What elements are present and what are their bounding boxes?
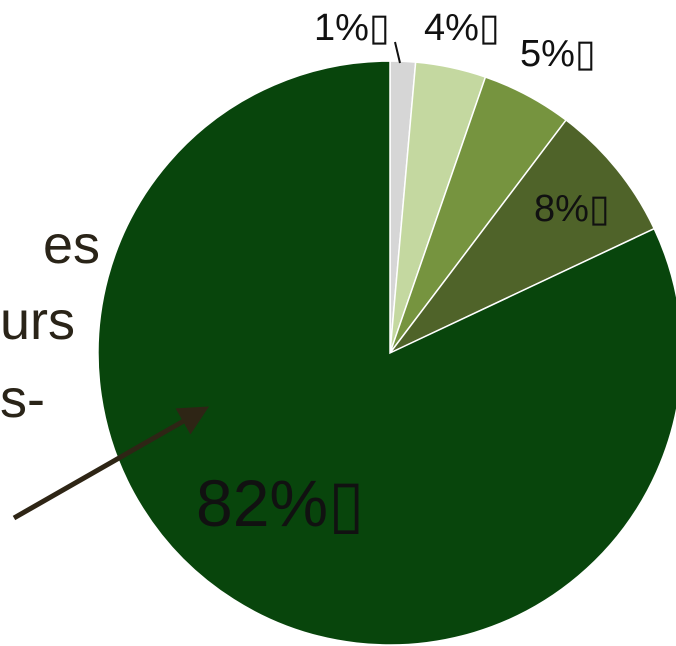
data-label-5pct: 5%▯ [520,33,596,75]
slice-82pct [97,60,676,646]
slice-8pct [389,118,656,354]
data-label-4pct: 4%▯ [424,7,500,49]
data-label-1pct: 1%▯ [314,7,390,49]
pie-slices [97,60,676,646]
pointer-arrow [12,406,210,521]
side-text-line-1: es [42,215,100,275]
leader-line-1pct [394,41,401,64]
side-text-line-3: s- [0,369,45,429]
data-label-8pct: 8%▯ [534,188,610,230]
side-text-line-2: urs [0,291,76,351]
data-label-82pct: 82%▯ [196,466,364,540]
